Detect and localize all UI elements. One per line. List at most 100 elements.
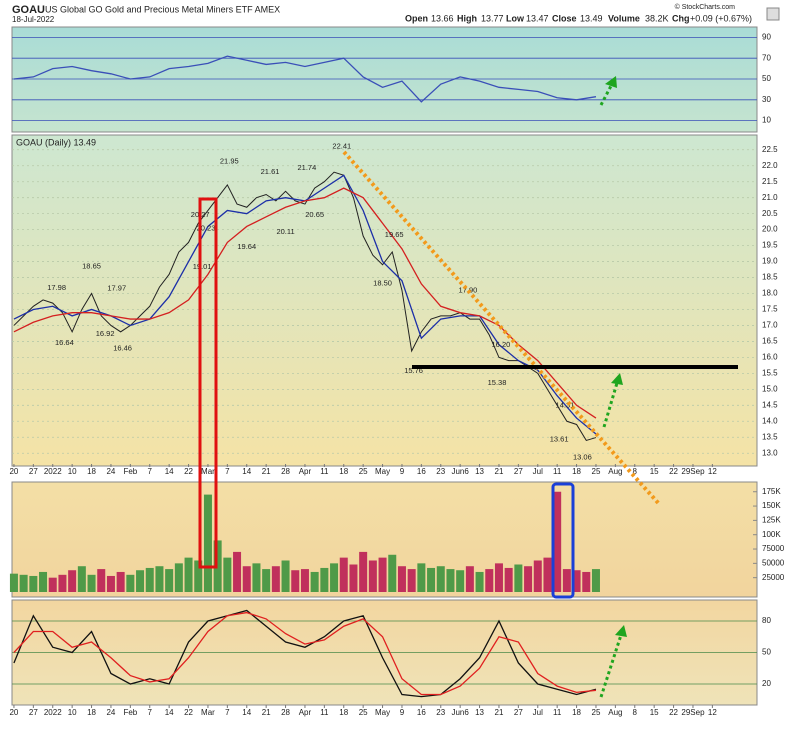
- volume-bar: [591, 569, 600, 592]
- price-annotation: 20.65: [305, 210, 324, 219]
- volume-bar: [262, 569, 271, 592]
- price-annotation: 22.41: [332, 142, 351, 151]
- x-tick-label: 12: [708, 467, 717, 476]
- x-tick-label: 11: [320, 467, 329, 476]
- x-tick-label: Feb: [123, 708, 137, 717]
- x-tick-label: 16: [417, 467, 426, 476]
- x-tick-label: 27: [514, 467, 523, 476]
- high: 13.77: [481, 13, 504, 23]
- x-tick-label: 21: [262, 467, 271, 476]
- description: US Global GO Gold and Precious Metal Min…: [45, 4, 280, 14]
- x-tick-label: Jun6: [451, 467, 469, 476]
- x-tick-label: 7: [225, 467, 230, 476]
- x-tick-label: 14: [165, 467, 174, 476]
- copyright: © StockCharts.com: [675, 3, 736, 11]
- x-tick-label: 22: [669, 467, 678, 476]
- volume-bar: [242, 566, 251, 592]
- y-tick-label: 15.0: [762, 384, 778, 393]
- volume-bar: [184, 557, 193, 592]
- volume-bar: [504, 567, 513, 592]
- x-tick-label: 7: [148, 467, 153, 476]
- x-tick-label: Jul: [533, 467, 543, 476]
- volume-bar: [388, 554, 397, 592]
- y-tick-label: 30: [762, 95, 771, 104]
- volume-bar: [494, 563, 503, 592]
- volume-bar: [465, 566, 474, 592]
- volume-bar: [436, 566, 445, 592]
- x-tick-label: 25: [359, 467, 368, 476]
- y-tick-label: 20: [762, 679, 771, 688]
- y-tick-label: 70: [762, 53, 771, 62]
- volume-bar: [330, 563, 339, 592]
- low: 13.47: [526, 13, 549, 23]
- y-tick-label: 17.0: [762, 321, 778, 330]
- y-tick-label: 80: [762, 616, 771, 625]
- volume-bar: [485, 569, 494, 592]
- volume-bar: [368, 560, 377, 592]
- volume: 38.2K: [645, 13, 669, 23]
- price-annotation: 16.46: [113, 344, 132, 353]
- x-tick-label: May: [375, 708, 390, 717]
- y-tick-label: 21.0: [762, 193, 778, 202]
- series-line: [13, 611, 597, 696]
- x-tick-label: Mar: [201, 708, 215, 717]
- x-tick-label: 28: [281, 708, 290, 717]
- y-tick-label: 13.0: [762, 448, 778, 457]
- x-tick-label: 22: [669, 708, 678, 717]
- x-tick-label: 18: [339, 708, 348, 717]
- volume-label: Volume: [608, 13, 640, 23]
- trend-line: [342, 150, 662, 507]
- volume-bar: [223, 557, 232, 592]
- volume-bar: [174, 563, 183, 592]
- volume-bar: [359, 551, 368, 592]
- volume-bar: [155, 566, 164, 592]
- high-label: High: [457, 13, 477, 23]
- series-line: [13, 171, 597, 442]
- x-tick-label: 25: [359, 708, 368, 717]
- x-tick-label: 7: [225, 708, 230, 717]
- series-line: [13, 55, 597, 103]
- y-tick-label: 20.0: [762, 225, 778, 234]
- y-tick-label: 50: [762, 74, 771, 83]
- x-tick-label: 9: [400, 467, 405, 476]
- volume-bar: [514, 564, 523, 592]
- price-annotation: 16.92: [96, 329, 115, 338]
- volume-bar: [106, 575, 115, 592]
- date: 18-Jul-2022: [12, 15, 55, 24]
- x-tick-label: 25: [592, 467, 601, 476]
- y-tick-label: 22.5: [762, 145, 778, 154]
- volume-bar: [427, 567, 436, 592]
- volume-bar: [543, 557, 552, 592]
- y-tick-label: 21.5: [762, 177, 778, 186]
- close-label: Close: [552, 13, 577, 23]
- x-tick-label: 2022: [44, 708, 62, 717]
- x-tick-label: 20: [9, 467, 18, 476]
- y-tick-label: 19.0: [762, 257, 778, 266]
- volume-bar: [194, 560, 203, 592]
- volume-bar: [397, 566, 406, 592]
- x-tick-label: 20: [9, 708, 18, 717]
- volume-bar: [417, 563, 426, 592]
- low-label: Low: [506, 13, 525, 23]
- x-tick-label: 24: [106, 708, 115, 717]
- volume-bar: [77, 566, 86, 592]
- volume-bar: [349, 564, 358, 592]
- x-tick-label: 14: [242, 467, 251, 476]
- x-tick-label: 27: [514, 708, 523, 717]
- x-tick-label: Apr: [299, 467, 312, 476]
- volume-bar: [213, 540, 222, 592]
- volume-bar: [48, 577, 57, 592]
- y-tick-label: 22.0: [762, 161, 778, 170]
- x-tick-label: 18: [572, 708, 581, 717]
- x-tick-label: 22: [184, 708, 193, 717]
- volume-bar: [68, 570, 77, 592]
- menu-button[interactable]: [766, 7, 780, 21]
- x-tick-label: 10: [68, 467, 77, 476]
- volume-bar: [320, 567, 329, 592]
- price-annotation: 21.61: [261, 167, 280, 176]
- x-tick-label: 2022: [44, 467, 62, 476]
- volume-bar: [562, 569, 571, 592]
- volume-bar: [271, 566, 280, 592]
- volume-bar: [252, 563, 261, 592]
